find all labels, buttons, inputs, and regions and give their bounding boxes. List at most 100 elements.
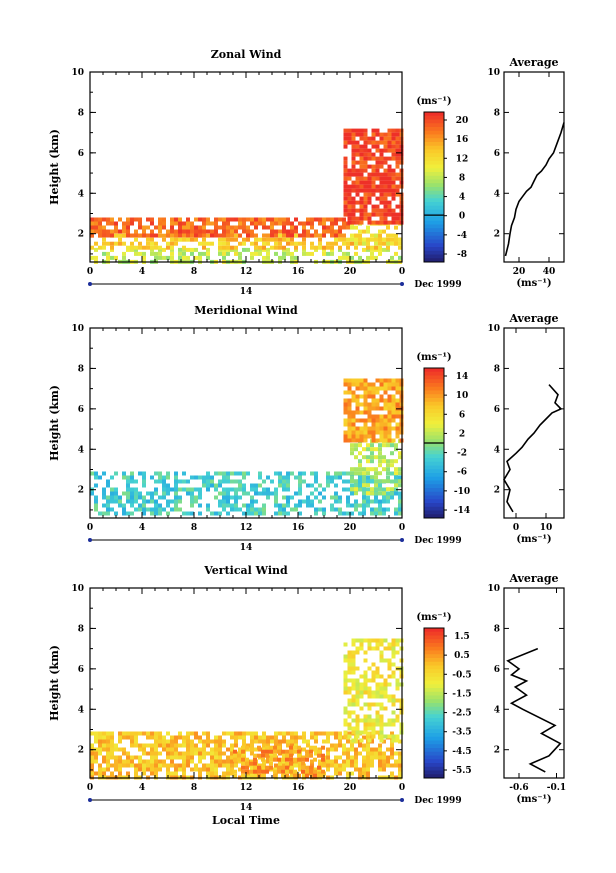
heatmap-cell (382, 443, 386, 448)
heatmap-cell (346, 245, 350, 250)
heatmap-cell (391, 152, 396, 157)
heatmap-cell (170, 245, 174, 250)
heatmap-cell (387, 718, 392, 723)
heatmap-cell (198, 233, 202, 238)
heatmap-cell (158, 475, 162, 480)
colorbar-segment (424, 157, 444, 162)
heatmap-cell (214, 229, 218, 234)
heatmap-cell (382, 247, 386, 252)
heatmap-cell (351, 160, 356, 165)
heatmap-cell (355, 176, 360, 181)
heatmap-cell (346, 241, 350, 246)
heatmap-cell (102, 237, 106, 242)
heatmap-cell (234, 225, 238, 230)
heatmap-cell (102, 731, 106, 736)
colorbar-segment (424, 179, 444, 184)
heatmap-cell (313, 757, 317, 762)
heatmap-cell (374, 245, 378, 250)
heatmap-cell (359, 434, 364, 439)
heatmap-cell (347, 710, 352, 715)
heatmap-cell (130, 487, 134, 492)
heatmap-cell (273, 769, 277, 774)
heatmap-cell (262, 743, 266, 748)
heatmap-cell (250, 483, 254, 488)
heatmap-cell (363, 410, 368, 415)
heatmap-cell (186, 479, 190, 484)
colorbar-segment (424, 510, 444, 515)
heatmap-cell (218, 747, 222, 752)
heatmap-cell (347, 140, 352, 145)
heatmap-cell (363, 638, 368, 643)
heatmap-cell (359, 730, 364, 735)
heatmap-cell (218, 233, 222, 238)
heatmap-cell (371, 674, 376, 679)
heatmap-cell (285, 757, 289, 762)
heatmap-cell (285, 769, 289, 774)
heatmap-cell (387, 184, 392, 189)
colorbar-segment (424, 130, 444, 135)
heatmap-cell (350, 255, 354, 260)
x-tick-label: 0 (399, 523, 405, 533)
heatmap-cell (110, 731, 114, 736)
heatmap-cell (391, 662, 396, 667)
y-tick-label: 10 (71, 68, 84, 78)
heatmap-cell (375, 702, 380, 707)
heatmap-cell (250, 229, 254, 234)
heatmap-cell (266, 247, 270, 252)
heatmap-cell (234, 763, 238, 768)
heatmap-cell (379, 208, 384, 213)
heatmap-cell (237, 757, 241, 762)
heatmap-cell (347, 698, 352, 703)
heatmap-cell (395, 734, 400, 739)
heatmap-cell (391, 176, 396, 181)
heatmap-cell (282, 475, 286, 480)
heatmap-cell (102, 491, 106, 496)
heatmap-cell (330, 759, 334, 764)
heatmap-cell (346, 479, 350, 484)
heatmap-cell (186, 225, 190, 230)
heatmap-cell (174, 471, 178, 476)
heatmap-cell (110, 763, 114, 768)
heatmap-cell (186, 217, 190, 222)
heatmap-cell (238, 255, 242, 260)
y-tick-label: 4 (78, 445, 84, 455)
heatmap-cell (282, 763, 286, 768)
colorbar-segment (424, 688, 444, 693)
heatmap-cell (355, 702, 360, 707)
heatmap-cell (350, 237, 354, 242)
heatmap-cell (387, 734, 392, 739)
colorbar-segment (424, 748, 444, 753)
heatmap-cell (234, 743, 238, 748)
heatmap-cell (198, 747, 202, 752)
heatmap-cell (366, 767, 370, 772)
heatmap-cell (375, 426, 380, 431)
heatmap-cell (363, 678, 368, 683)
heatmap-cell (347, 184, 352, 189)
heatmap-cell (387, 642, 392, 647)
heatmap-cell (394, 751, 398, 756)
heatmap-cell (367, 714, 372, 719)
heatmap-cell (186, 759, 190, 764)
heatmap-cell (158, 511, 162, 516)
heatmap-cell (395, 714, 400, 719)
heatmap-cell (150, 229, 154, 234)
heatmap-cell (182, 221, 186, 226)
heatmap-cell (347, 402, 352, 407)
heatmap-cell (342, 255, 346, 260)
heatmap-cell (342, 233, 346, 238)
heatmap-cell (298, 233, 302, 238)
heatmap-cell (383, 156, 388, 161)
heatmap-cell (371, 128, 376, 133)
heatmap-cell (250, 751, 254, 756)
heatmap-cell (351, 156, 356, 161)
heatmap-cell (379, 152, 384, 157)
heatmap-cell (386, 487, 390, 492)
heatmap-cell (154, 241, 158, 246)
heatmap-cell (230, 225, 234, 230)
heatmap-cell (322, 221, 326, 226)
colorbar-segment (424, 198, 444, 203)
heatmap-cell (306, 499, 310, 504)
heatmap-cell (310, 217, 314, 222)
heatmap-cell (351, 132, 356, 137)
heatmap-cell (362, 495, 366, 500)
